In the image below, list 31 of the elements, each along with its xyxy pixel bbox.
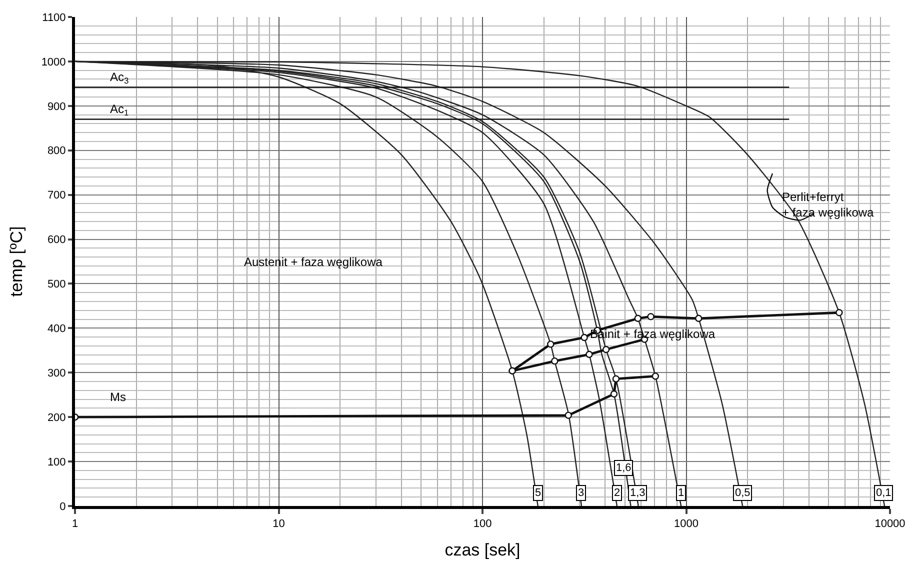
annotation: 0,1 [876,487,892,499]
y-tick-label: 0 [60,500,66,513]
y-tick-label: 500 [47,278,66,291]
y-tick-label: 900 [47,100,66,113]
y-tick-label: 400 [47,323,66,336]
x-axis-title: czas [sek] [444,540,520,560]
y-tick-label: 300 [47,367,66,380]
annotation: 0,5 [735,487,750,499]
x-tick-label: 10000 [874,518,906,530]
y-tick-label: 200 [47,412,66,424]
x-tick-label: 10 [272,518,285,530]
y-tick-label: 600 [47,234,66,246]
annotation: Ac$_{1}$ [110,102,130,118]
annotation: Ac$_{3}$ [110,70,130,86]
y-axis-title: temp [ºC] [6,226,26,297]
annotation: Ms [110,390,126,404]
annotation: 1,3 [630,487,646,499]
annotation: 3 [578,487,584,499]
annotation: 5 [535,487,542,499]
x-tick-label: 1 [72,518,78,530]
annotation: Perlit+ferryt + faza węglikowa [782,190,874,220]
x-tick-label: 1000 [674,518,698,530]
y-tick-label: 800 [47,145,66,158]
y-tick-label: 1000 [41,56,66,68]
y-tick-label: 700 [47,190,66,202]
annotation: 2 [614,487,620,499]
y-tick-label: 1100 [42,12,66,24]
x-tick-label: 100 [473,518,492,530]
annotation: 1 [678,487,684,499]
annotation: 1,6 [616,462,632,474]
y-tick-label: 100 [47,456,66,468]
